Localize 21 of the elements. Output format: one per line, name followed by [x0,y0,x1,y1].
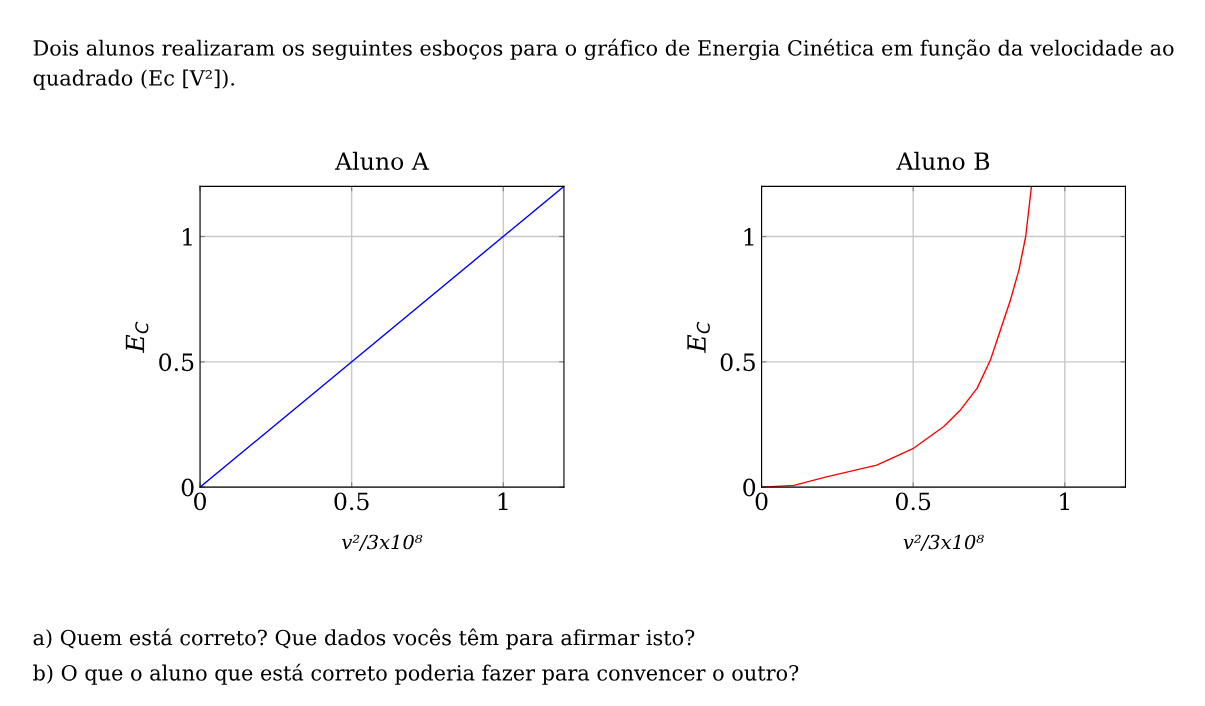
x-tick-label: 0.5 [334,492,369,511]
y-axis-title: E$_{C}$ [687,321,710,353]
x-tick-label: 1 [1060,492,1069,510]
x-tick-label: 0 [194,492,206,511]
x-tick-label: 1 [498,492,508,510]
chart-title: Aluno B [896,151,990,171]
y-tick-label: 1 [183,227,192,246]
text: b) O que o aluno que está correto poderia fazer para convencer o outro? [33,663,799,685]
y-tick-label: 1 [744,227,754,246]
y-tick-label: 0.5 [159,353,194,372]
text: a) Quem está correto? Que dados vocês têm para afirmar isto? [33,628,695,650]
y-tick-label: 0 [181,478,194,497]
y-tick-label: 0.5 [720,353,755,372]
x-tick-label: 0.5 [895,492,931,511]
text: Dois alunos realizaram os seguintes esboços para o gráfico de Energia Cinética em função da velocidade ao quadrado (Ec [V²]). [33,38,1174,90]
x-axis-title: v²/3x10⁸ [903,534,984,551]
x-tick-label: 0 [755,492,768,511]
chart-title: Aluno A [334,151,430,171]
y-tick-label: 0 [743,478,756,497]
x-axis-title: v²/3x10⁸ [342,534,423,551]
y-axis-title: E$_{C}$ [125,321,149,353]
